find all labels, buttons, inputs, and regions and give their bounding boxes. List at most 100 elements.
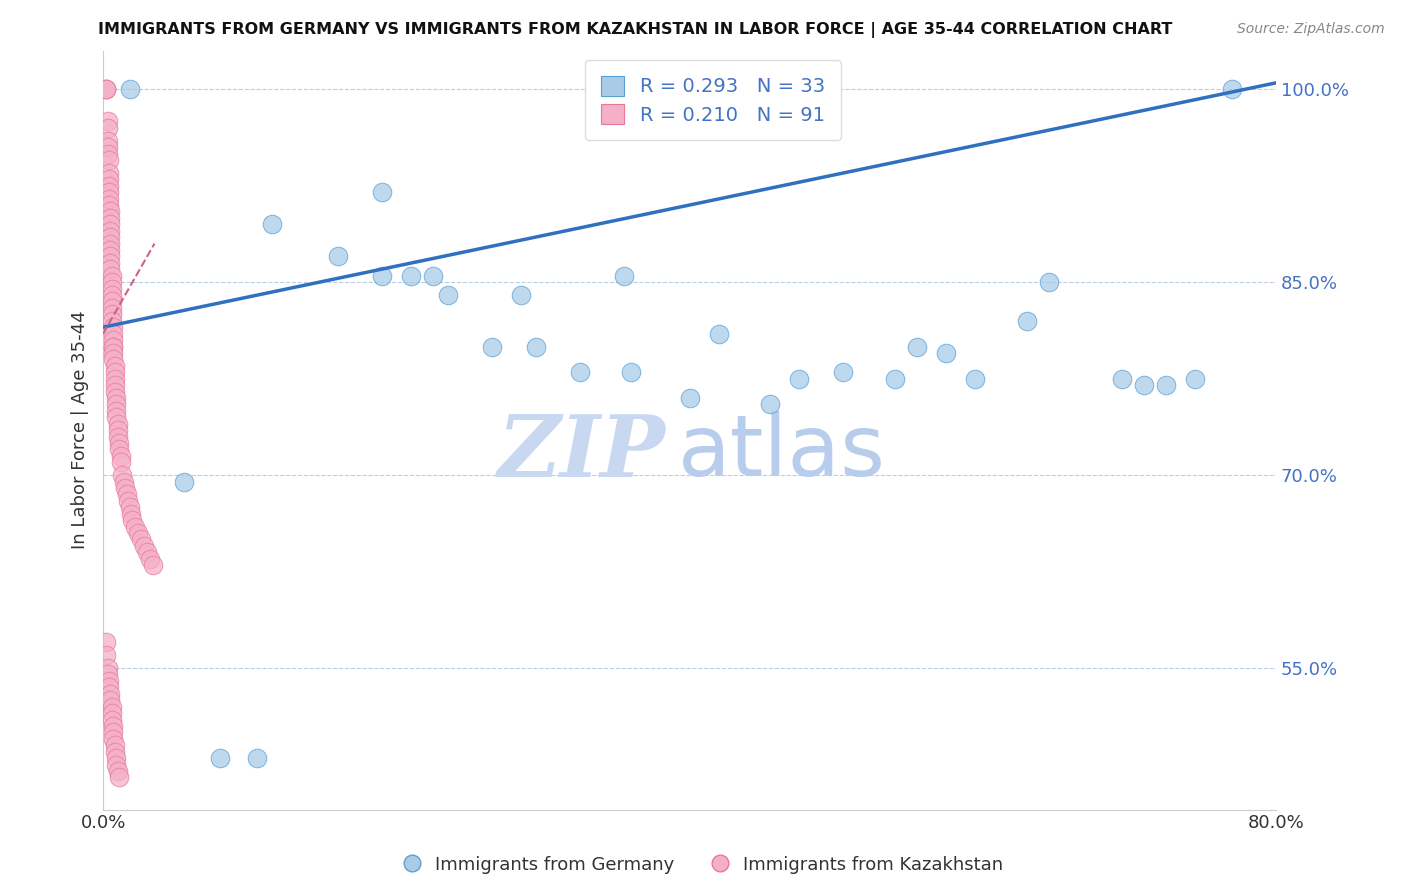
Point xyxy=(129,533,152,547)
Point xyxy=(1184,372,1206,386)
Point xyxy=(103,719,125,733)
Point xyxy=(98,185,121,199)
Point xyxy=(209,751,232,765)
Legend: Immigrants from Germany, Immigrants from Kazakhstan: Immigrants from Germany, Immigrants from… xyxy=(394,847,1012,883)
Point xyxy=(101,307,124,321)
Point xyxy=(105,751,128,765)
Point xyxy=(94,82,117,96)
Point xyxy=(98,172,121,186)
Point xyxy=(98,673,121,688)
Point xyxy=(118,82,141,96)
Point xyxy=(104,359,127,373)
Point xyxy=(613,268,636,283)
Point xyxy=(524,339,547,353)
Point xyxy=(100,262,122,277)
Point xyxy=(103,346,125,360)
Point xyxy=(100,687,122,701)
Point xyxy=(117,493,139,508)
Point xyxy=(105,410,128,425)
Point xyxy=(107,429,129,443)
Point xyxy=(620,365,643,379)
Point xyxy=(103,333,125,347)
Point xyxy=(96,667,118,681)
Point xyxy=(142,558,165,573)
Point xyxy=(105,391,128,405)
Point xyxy=(1111,372,1133,386)
Point xyxy=(104,738,127,752)
Point xyxy=(96,146,118,161)
Point xyxy=(100,256,122,270)
Legend: R = 0.293   N = 33, R = 0.210   N = 91: R = 0.293 N = 33, R = 0.210 N = 91 xyxy=(585,61,841,140)
Point xyxy=(103,320,125,334)
Point xyxy=(110,455,132,469)
Point xyxy=(104,384,127,399)
Point xyxy=(110,449,132,463)
Point xyxy=(905,339,928,353)
Point xyxy=(101,282,124,296)
Point xyxy=(260,217,283,231)
Point xyxy=(107,764,129,778)
Point xyxy=(104,378,127,392)
Point xyxy=(139,551,162,566)
Point xyxy=(104,745,127,759)
Point xyxy=(105,404,128,418)
Point xyxy=(103,339,125,353)
Point xyxy=(510,288,533,302)
Point xyxy=(100,693,122,707)
Point xyxy=(100,250,122,264)
Point xyxy=(103,725,125,739)
Point xyxy=(96,134,118,148)
Y-axis label: In Labor Force | Age 35-44: In Labor Force | Age 35-44 xyxy=(72,310,89,549)
Point xyxy=(103,352,125,367)
Point xyxy=(1015,314,1038,328)
Point xyxy=(678,391,700,405)
Point xyxy=(883,372,905,386)
Point xyxy=(114,481,136,495)
Point xyxy=(100,204,122,219)
Point xyxy=(94,82,117,96)
Point xyxy=(935,346,957,360)
Point xyxy=(96,120,118,135)
Point xyxy=(100,230,122,244)
Point xyxy=(965,372,987,386)
Point xyxy=(98,178,121,193)
Point xyxy=(759,397,782,411)
Point xyxy=(832,365,855,379)
Point xyxy=(98,153,121,167)
Point xyxy=(101,294,124,309)
Point xyxy=(127,526,149,541)
Point xyxy=(94,635,117,649)
Point xyxy=(173,475,195,489)
Point xyxy=(101,275,124,289)
Point xyxy=(96,114,118,128)
Point xyxy=(100,217,122,231)
Point xyxy=(707,326,730,341)
Point xyxy=(100,211,122,225)
Point xyxy=(101,268,124,283)
Point xyxy=(1038,275,1060,289)
Point xyxy=(101,314,124,328)
Text: IMMIGRANTS FROM GERMANY VS IMMIGRANTS FROM KAZAKHSTAN IN LABOR FORCE | AGE 35-44: IMMIGRANTS FROM GERMANY VS IMMIGRANTS FR… xyxy=(98,22,1173,38)
Point xyxy=(1133,378,1156,392)
Point xyxy=(104,365,127,379)
Point xyxy=(568,365,591,379)
Point xyxy=(98,198,121,212)
Point xyxy=(112,475,135,489)
Point xyxy=(370,268,392,283)
Point xyxy=(98,681,121,695)
Point xyxy=(422,268,444,283)
Point xyxy=(370,185,392,199)
Point xyxy=(103,339,125,353)
Point xyxy=(134,539,156,553)
Point xyxy=(98,166,121,180)
Point xyxy=(103,326,125,341)
Point xyxy=(399,268,422,283)
Point xyxy=(94,82,117,96)
Point xyxy=(101,301,124,315)
Point xyxy=(94,648,117,663)
Point xyxy=(101,706,124,720)
Point xyxy=(101,713,124,727)
Point xyxy=(104,372,127,386)
Point xyxy=(96,140,118,154)
Point xyxy=(1220,82,1243,96)
